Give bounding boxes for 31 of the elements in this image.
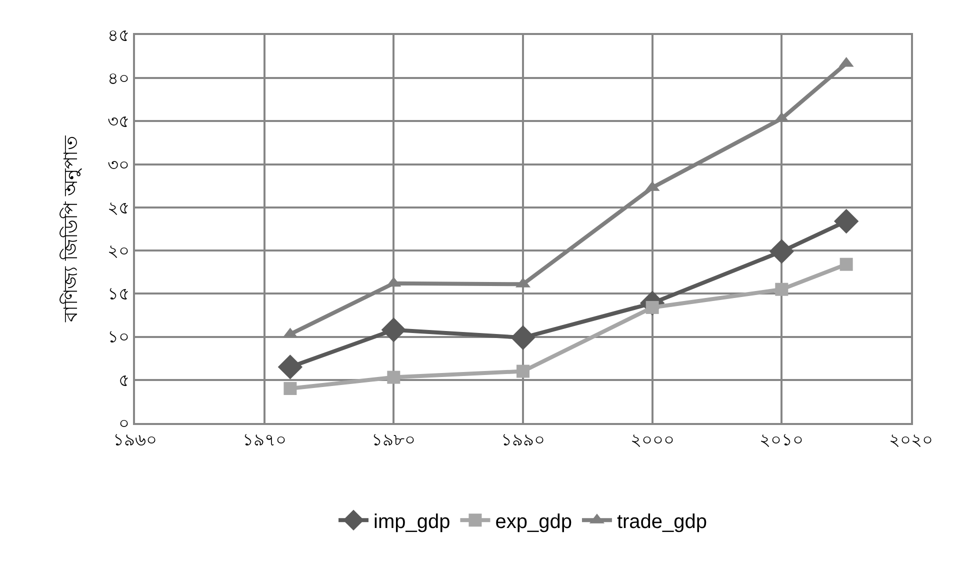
point <box>516 364 530 378</box>
y-axis-title: বাণিজ্য জিডিপি অনুপাত <box>60 135 82 323</box>
point <box>278 354 303 380</box>
point <box>834 208 859 234</box>
point <box>284 382 297 396</box>
x-tick-label: ১৯৭০ <box>242 430 286 450</box>
y-tick-label: ৩৫ <box>108 112 130 132</box>
legend-label: imp_gdp <box>374 510 450 533</box>
point <box>840 258 853 271</box>
point <box>510 325 536 350</box>
y-tick-label: ৪৫ <box>108 26 130 45</box>
y-tick-label: ৪০ <box>108 69 130 88</box>
x-tick-label: ১৯৮০ <box>372 430 416 450</box>
x-tick-label: ২০১০ <box>760 430 804 450</box>
point <box>387 370 400 384</box>
x-tick-label: ২০০০ <box>630 430 674 450</box>
y-tick-label: ১০ <box>108 328 130 347</box>
y-tick-label: ১৫ <box>108 284 130 304</box>
point <box>381 318 406 342</box>
y-tick-label: ২৫ <box>108 198 130 218</box>
point <box>775 282 788 296</box>
y-tick-label: ৫ <box>118 370 130 390</box>
x-tick-label: ১৯৬০ <box>113 430 157 450</box>
point <box>769 239 794 264</box>
y-tick-label: ২০ <box>108 242 130 261</box>
legend-label: trade_gdp <box>616 510 708 533</box>
x-tick-label: ২০২০ <box>889 430 933 450</box>
y-tick-label: ৩০ <box>108 155 130 174</box>
legend-label: exp_gdp <box>495 510 572 533</box>
x-tick-label: ১৯৯০ <box>501 430 545 450</box>
y-tick-label: ০ <box>118 414 130 433</box>
